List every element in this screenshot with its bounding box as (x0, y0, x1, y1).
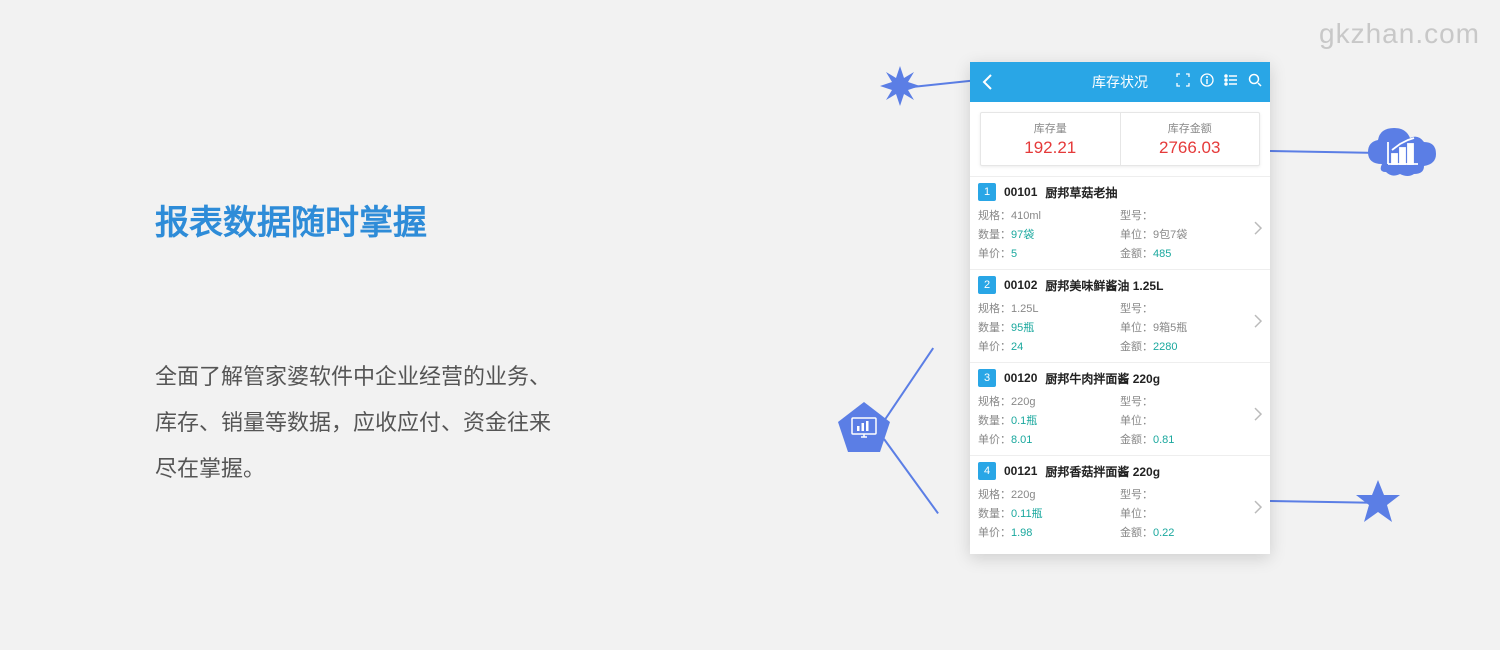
inventory-list: 100101厨邦草菇老抽规格：410ml型号：数量：97袋单位：9包7袋单价：5… (970, 176, 1270, 554)
inventory-item[interactable]: 400121厨邦香菇拌面酱 220g规格：220g型号：数量：0.11瓶单位：单… (970, 455, 1270, 548)
inventory-item[interactable]: 100101厨邦草菇老抽规格：410ml型号：数量：97袋单位：9包7袋单价：5… (970, 176, 1270, 269)
marketing-text-block: 报表数据随时掌握 全面了解管家婆软件中企业经营的业务、 库存、销量等数据，应收应… (155, 195, 675, 493)
item-name: 厨邦美味鲜酱油 1.25L (1045, 277, 1163, 294)
inventory-item[interactable]: 200102厨邦美味鲜酱油 1.25L规格：1.25L型号：数量：95瓶单位：9… (970, 269, 1270, 362)
heading: 报表数据随时掌握 (155, 195, 675, 244)
burst-star-icon (878, 64, 922, 108)
item-code: 00102 (1004, 278, 1037, 292)
item-code: 00120 (1004, 371, 1037, 385)
item-index: 1 (978, 183, 996, 201)
connector-line (1270, 150, 1374, 154)
desc-line-3: 尽在掌握。 (155, 446, 675, 492)
description: 全面了解管家婆软件中企业经营的业务、 库存、销量等数据，应收应付、资金往来 尽在… (155, 354, 675, 493)
summary-card: 库存量 192.21 库存金额 2766.03 (980, 112, 1260, 166)
summary-amount[interactable]: 库存金额 2766.03 (1121, 113, 1260, 165)
item-index: 4 (978, 462, 996, 480)
back-button[interactable] (970, 73, 1004, 91)
item-code: 00101 (1004, 185, 1037, 199)
header-actions (1176, 73, 1262, 92)
chevron-right-icon (1254, 500, 1262, 519)
watermark-text: gkzhan.com (1319, 18, 1480, 50)
phone-mockup: 库存状况 库存量 192.21 库存金额 2766.03 (970, 62, 1270, 554)
summary-qty[interactable]: 库存量 192.21 (981, 113, 1121, 165)
info-icon[interactable] (1200, 73, 1214, 92)
star-icon (1354, 478, 1402, 526)
monitor-chart-icon (834, 398, 894, 458)
cloud-chart-icon (1362, 120, 1442, 184)
qty-label: 库存量 (1034, 120, 1067, 136)
qty-value: 192.21 (1024, 138, 1076, 158)
item-name: 厨邦香菇拌面酱 220g (1045, 463, 1160, 480)
item-name: 厨邦牛肉拌面酱 220g (1045, 370, 1160, 387)
item-index: 3 (978, 369, 996, 387)
list-icon[interactable] (1224, 73, 1238, 92)
item-index: 2 (978, 276, 996, 294)
search-icon[interactable] (1248, 73, 1262, 92)
chevron-right-icon (1254, 221, 1262, 240)
item-code: 00121 (1004, 464, 1037, 478)
phone-header: 库存状况 (970, 62, 1270, 102)
chevron-right-icon (1254, 407, 1262, 426)
scan-icon[interactable] (1176, 73, 1190, 92)
amount-label: 库存金额 (1168, 120, 1212, 136)
desc-line-1: 全面了解管家婆软件中企业经营的业务、 (155, 354, 675, 400)
pentagon-badge (834, 398, 894, 463)
chevron-right-icon (1254, 314, 1262, 333)
inventory-item[interactable]: 300120厨邦牛肉拌面酱 220g规格：220g型号：数量：0.1瓶单位：单价… (970, 362, 1270, 455)
item-name: 厨邦草菇老抽 (1045, 184, 1117, 201)
desc-line-2: 库存、销量等数据，应收应付、资金往来 (155, 400, 675, 446)
amount-value: 2766.03 (1159, 138, 1220, 158)
